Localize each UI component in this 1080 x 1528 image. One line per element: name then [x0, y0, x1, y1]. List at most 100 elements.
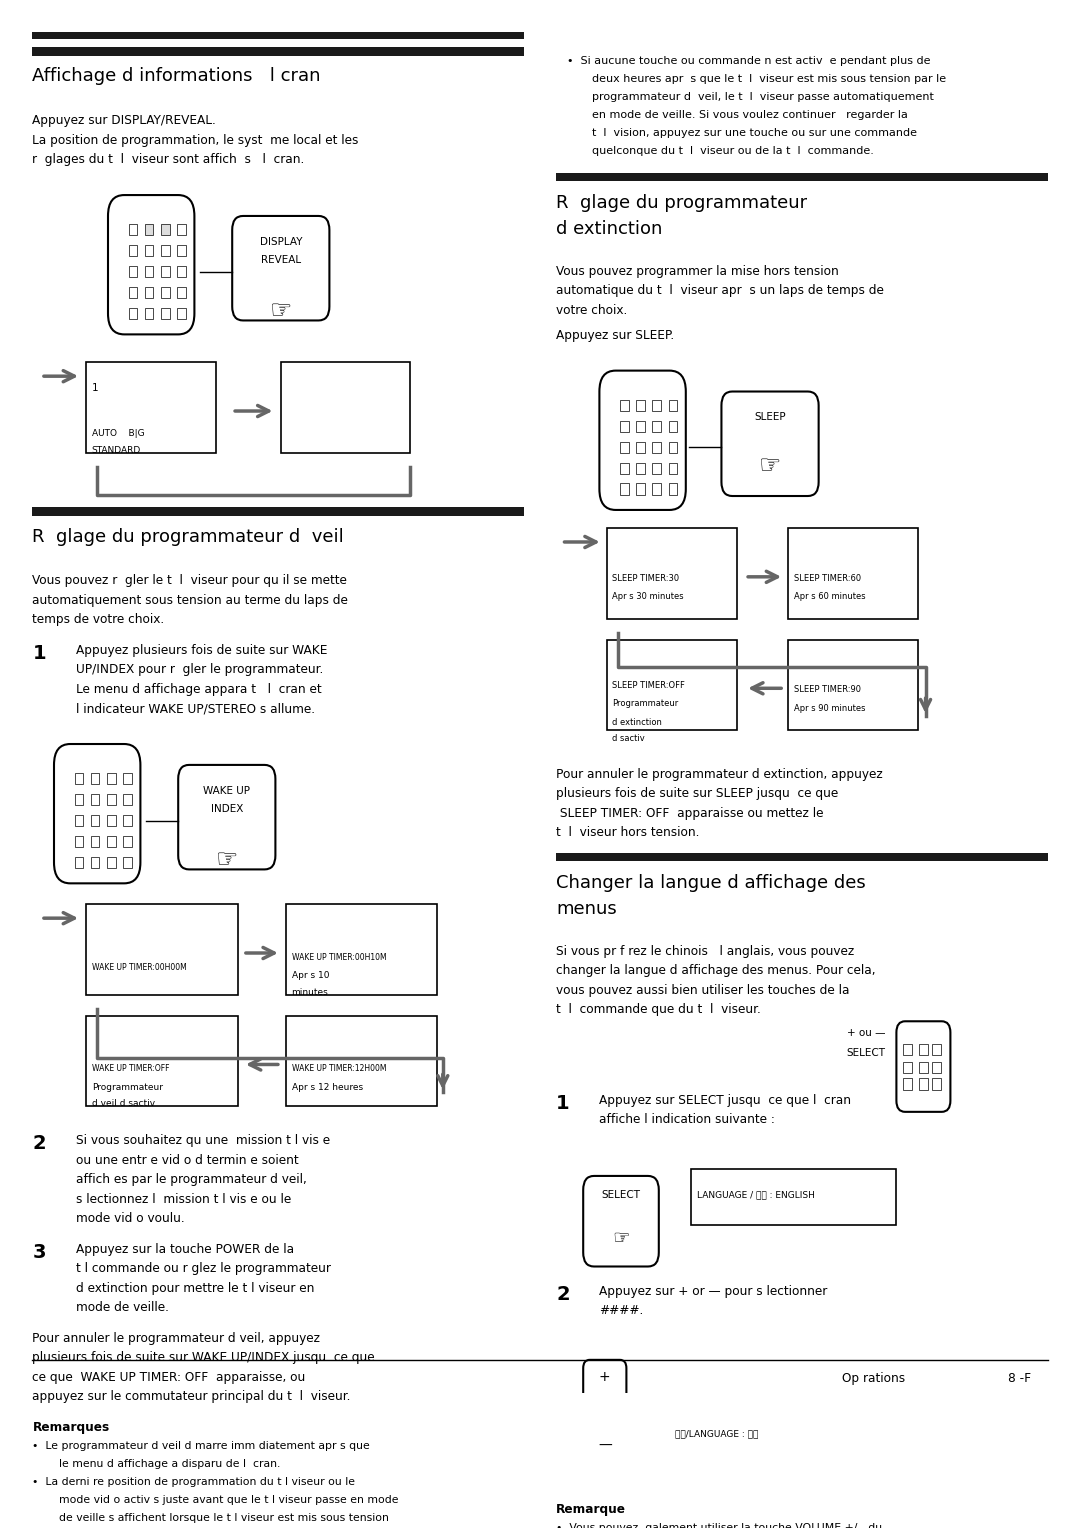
Text: Apr s 60 minutes: Apr s 60 minutes	[794, 593, 865, 601]
Text: AUTO    B|G: AUTO B|G	[92, 429, 145, 439]
Bar	[669, 463, 677, 474]
Bar	[177, 266, 186, 277]
Bar	[636, 442, 645, 452]
Text: Apr s 12 heures: Apr s 12 heures	[292, 1082, 363, 1091]
Bar	[75, 814, 83, 827]
Text: de veille s affichent lorsque le t l viseur est mis sous tension: de veille s affichent lorsque le t l vis…	[59, 1513, 389, 1523]
Text: Remarques: Remarques	[32, 1421, 110, 1435]
Text: •  Si aucune touche ou commande n est activ  e pendant plus de: • Si aucune touche ou commande n est act…	[567, 55, 931, 66]
Text: INDEX: INDEX	[211, 804, 243, 814]
Bar	[620, 442, 629, 452]
Text: en mode de veille. Si vous voulez continuer   regarder la: en mode de veille. Si vous voulez contin…	[592, 110, 907, 121]
Bar	[91, 795, 99, 805]
Text: DISPLAY: DISPLAY	[259, 237, 302, 248]
Bar	[129, 287, 137, 298]
Bar	[32, 32, 524, 40]
Bar	[123, 773, 132, 784]
Bar	[123, 814, 132, 827]
Text: +: +	[599, 1369, 610, 1383]
Text: 2: 2	[32, 1134, 46, 1154]
Text: ☞: ☞	[612, 1229, 630, 1248]
Text: Remarque: Remarque	[556, 1504, 626, 1516]
Text: Vous pouvez programmer la mise hors tension: Vous pouvez programmer la mise hors tens…	[556, 264, 839, 278]
Bar	[86, 905, 238, 995]
Text: Programmateur: Programmateur	[92, 1082, 163, 1091]
Text: Apr s 10: Apr s 10	[292, 972, 329, 979]
Text: 1: 1	[32, 643, 46, 663]
Text: quelconque du t  l  viseur ou de la t  l  commande.: quelconque du t l viseur ou de la t l co…	[592, 147, 874, 156]
Text: ☞: ☞	[759, 454, 781, 478]
Bar	[919, 1062, 928, 1073]
Bar	[123, 836, 132, 847]
Text: ####.: ####.	[599, 1303, 644, 1317]
Text: Appuyez sur SELECT jusqu  ce que l  cran: Appuyez sur SELECT jusqu ce que l cran	[599, 1094, 851, 1106]
Text: deux heures apr  s que le t  l  viseur est mis sous tension par le: deux heures apr s que le t l viseur est …	[592, 73, 946, 84]
Text: Appuyez plusieurs fois de suite sur WAKE: Appuyez plusieurs fois de suite sur WAKE	[76, 643, 327, 657]
Bar	[903, 1044, 912, 1054]
Text: •  Vous pouvez  galement utiliser la touche VOLUME +/—du: • Vous pouvez galement utiliser la touch…	[556, 1523, 882, 1528]
Text: affich es par le programmateur d veil,: affich es par le programmateur d veil,	[76, 1174, 307, 1186]
Text: 8 -F: 8 -F	[1009, 1372, 1031, 1386]
Text: Pour annuler le programmateur d veil, appuyez: Pour annuler le programmateur d veil, ap…	[32, 1332, 321, 1345]
Bar	[91, 814, 99, 827]
Text: ce que  WAKE UP TIMER: OFF  apparaisse, ou: ce que WAKE UP TIMER: OFF apparaisse, ou	[32, 1371, 306, 1384]
Bar	[145, 225, 153, 235]
Text: Changer la langue d affichage des: Changer la langue d affichage des	[556, 874, 866, 892]
Text: programmateur d  veil, le t  l  viseur passe automatiquement: programmateur d veil, le t l viseur pass…	[592, 92, 934, 102]
Bar	[636, 483, 645, 495]
Text: Si vous souhaitez qu une  mission t l vis e: Si vous souhaitez qu une mission t l vis…	[76, 1134, 329, 1148]
Text: d veil d sactiv: d veil d sactiv	[92, 1099, 154, 1108]
Bar	[932, 1044, 941, 1054]
Text: temps de votre choix.: temps de votre choix.	[32, 613, 164, 626]
Bar	[919, 1044, 928, 1054]
Bar	[107, 795, 116, 805]
Bar	[788, 640, 918, 730]
Bar	[652, 463, 661, 474]
Text: SLEEP TIMER:60: SLEEP TIMER:60	[794, 575, 861, 584]
Bar	[91, 836, 99, 847]
Bar	[669, 442, 677, 452]
Bar	[75, 773, 83, 784]
Text: t  l  vision, appuyez sur une touche ou sur une commande: t l vision, appuyez sur une touche ou su…	[592, 128, 917, 138]
Bar	[161, 225, 170, 235]
Bar	[107, 773, 116, 784]
Bar	[75, 795, 83, 805]
Bar	[161, 309, 170, 319]
Bar	[932, 1062, 941, 1073]
Text: mode vid o activ s juste avant que le t l viseur passe en mode: mode vid o activ s juste avant que le t …	[59, 1494, 399, 1505]
Bar	[636, 420, 645, 432]
Bar	[669, 483, 677, 495]
Text: R  glage du programmateur: R glage du programmateur	[556, 194, 808, 212]
Text: affiche l indication suivante :: affiche l indication suivante :	[599, 1114, 775, 1126]
Text: •  La derni re position de programmation du t l viseur ou le: • La derni re position de programmation …	[32, 1478, 355, 1487]
Text: automatiquement sous tension au terme du laps de: automatiquement sous tension au terme du…	[32, 593, 348, 607]
Text: WAKE UP TIMER:OFF: WAKE UP TIMER:OFF	[92, 1065, 170, 1074]
FancyBboxPatch shape	[54, 744, 140, 883]
Text: 语言/LANGUAGE : 中文: 语言/LANGUAGE : 中文	[675, 1430, 758, 1438]
Text: WAKE UP TIMER:12H00M: WAKE UP TIMER:12H00M	[292, 1065, 387, 1074]
Text: changer la langue d affichage des menus. Pour cela,: changer la langue d affichage des menus.…	[556, 964, 876, 976]
Text: Si vous pr f rez le chinois   l anglais, vous pouvez: Si vous pr f rez le chinois l anglais, v…	[556, 944, 854, 958]
FancyBboxPatch shape	[599, 371, 686, 510]
FancyBboxPatch shape	[108, 196, 194, 335]
Bar	[607, 529, 737, 619]
Bar	[652, 420, 661, 432]
Bar	[161, 287, 170, 298]
Text: STANDARD: STANDARD	[92, 446, 141, 455]
Text: 1: 1	[556, 1094, 570, 1112]
FancyBboxPatch shape	[583, 1430, 626, 1485]
Bar	[620, 463, 629, 474]
Text: 1: 1	[92, 384, 98, 393]
Text: plusieurs fois de suite sur WAKE UP/INDEX jusqu  ce que: plusieurs fois de suite sur WAKE UP/INDE…	[32, 1351, 375, 1365]
Text: SELECT: SELECT	[847, 1048, 886, 1057]
Bar	[691, 1169, 896, 1225]
Text: d sactiv: d sactiv	[612, 735, 645, 743]
Text: Appuyez sur la touche POWER de la: Appuyez sur la touche POWER de la	[76, 1242, 294, 1256]
Text: •  Le programmateur d veil d marre imm diatement apr s que: • Le programmateur d veil d marre imm di…	[32, 1441, 370, 1450]
Bar	[91, 773, 99, 784]
Bar	[107, 857, 116, 868]
Bar	[123, 795, 132, 805]
Bar	[177, 244, 186, 257]
Bar	[670, 1409, 875, 1464]
Bar	[32, 507, 524, 515]
